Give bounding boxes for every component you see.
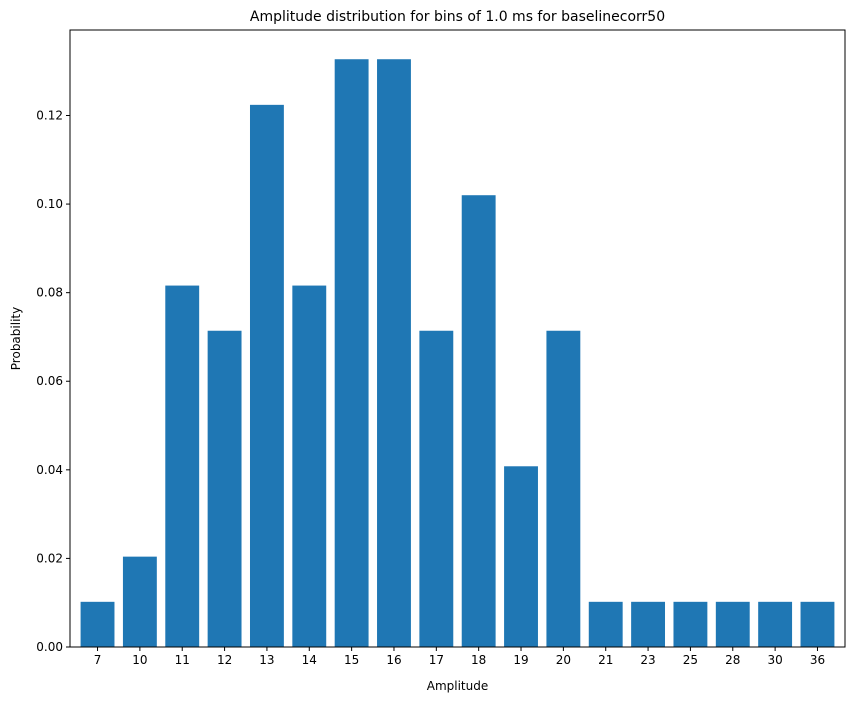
y-tick-label: 0.10 [36,197,63,211]
x-axis-ticks: 7 10 11 12 13 14 15 16 17 18 19 20 21 23 25 28 30 36 [94,647,825,667]
bar-18 [461,195,496,647]
x-tick-label: 18 [471,653,486,667]
y-tick-label: 0.12 [36,108,63,122]
y-tick-label: 0.00 [36,640,63,654]
bar-20 [546,330,581,647]
bar-21 [588,601,623,647]
y-tick-label: 0.08 [36,286,63,300]
x-tick-label: 25 [683,653,698,667]
x-axis-label: Amplitude [427,679,489,693]
x-tick-label: 20 [556,653,571,667]
bar-17 [419,330,454,647]
x-tick-label: 28 [725,653,740,667]
bar-11 [165,285,200,647]
chart-title: Amplitude distribution for bins of 1.0 m… [250,9,665,25]
y-axis-ticks: 0.00 0.02 0.04 0.06 0.08 0.10 0.12 [36,108,70,654]
bar-15 [334,59,369,648]
x-tick-label: 13 [259,653,274,667]
bar-19 [504,466,538,647]
x-tick-label: 36 [810,653,825,667]
y-axis-label: Probability [9,307,23,370]
x-tick-label: 17 [429,653,444,667]
x-tick-label: 16 [386,653,401,667]
x-tick-label: 19 [513,653,528,667]
plot-frame [69,29,846,648]
bar-36 [800,601,835,647]
bar-7 [80,601,115,647]
x-tick-label: 15 [344,653,359,667]
x-tick-label: 21 [598,653,613,667]
bar-25 [673,601,708,647]
bar-23 [631,601,666,647]
x-tick-label: 11 [175,653,190,667]
y-tick-label: 0.04 [36,463,63,477]
x-tick-label: 23 [640,653,655,667]
x-tick-label: 30 [767,653,782,667]
y-tick-label: 0.06 [36,374,63,388]
bar-12 [207,330,242,647]
x-tick-label: 7 [94,653,102,667]
bars-layer [80,59,835,648]
x-tick-label: 10 [132,653,147,667]
x-tick-label: 14 [302,653,317,667]
bar-28 [715,601,750,647]
bar-16 [377,59,411,648]
bar-30 [758,601,793,647]
bar-10 [122,556,157,647]
bar-13 [249,104,284,648]
y-tick-label: 0.02 [36,551,63,565]
bar-14 [292,285,327,647]
x-tick-label: 12 [217,653,232,667]
